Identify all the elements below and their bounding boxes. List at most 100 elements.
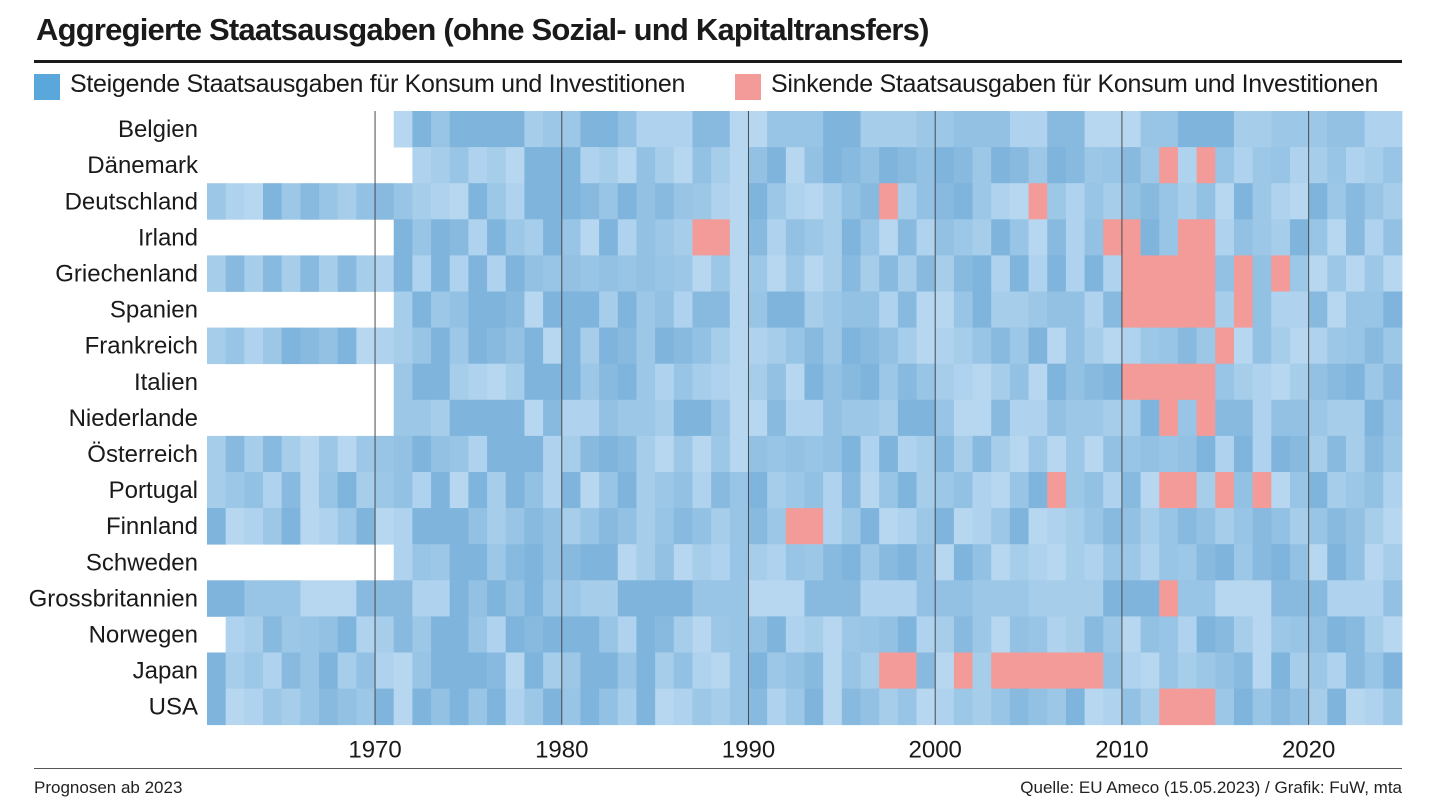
cell-dänemark-2010	[1121, 147, 1141, 184]
cell-finnland-2018	[1271, 508, 1291, 545]
cell-belgien-1984	[636, 111, 656, 148]
cell-italien-2002	[972, 363, 992, 401]
cell-portugal-1988	[711, 472, 731, 509]
cell-portugal-2018	[1271, 472, 1291, 509]
cell-finnland-1971	[393, 508, 413, 545]
cell-portugal-1976	[487, 472, 507, 509]
cell-spanien-2004	[1009, 291, 1029, 328]
cell-dänemark-1997	[879, 147, 899, 184]
cell-grossbritannien-1971	[393, 580, 413, 617]
cell-österreich-2015	[1215, 435, 1235, 473]
cell-portugal-2008	[1084, 472, 1104, 509]
cell-spanien-2024	[1383, 291, 1403, 328]
cell-deutschland-1987	[692, 183, 712, 220]
cell-grossbritannien-1995	[841, 580, 861, 617]
cell-norwegen-1997	[879, 616, 899, 653]
cell-grossbritannien-1983	[617, 580, 637, 617]
cell-portugal-1984	[636, 472, 656, 509]
cell-spanien-1996	[860, 291, 880, 328]
cell-deutschland-1985	[655, 183, 675, 220]
cell-niederlande-2012	[1159, 399, 1179, 437]
cell-spanien-1975	[468, 291, 488, 328]
cell-griechenland-1963	[244, 255, 264, 292]
cell-deutschland-2023	[1364, 183, 1384, 220]
cell-usa-2010	[1121, 688, 1141, 726]
cell-spanien-1973	[431, 291, 451, 328]
cell-grossbritannien-2010	[1121, 580, 1141, 617]
cell-niederlande-1987	[692, 399, 712, 437]
cell-griechenland-2020	[1308, 255, 1328, 292]
cell-österreich-2011	[1140, 435, 1160, 473]
cell-belgien-2022	[1345, 111, 1366, 148]
cell-deutschland-2008	[1084, 183, 1104, 220]
cell-frankreich-1988	[711, 327, 731, 365]
cell-italien-2019	[1289, 363, 1310, 401]
cell-japan-2018	[1271, 652, 1291, 689]
cell-griechenland-2003	[991, 255, 1011, 292]
cell-norwegen-2000	[935, 616, 955, 653]
cell-usa-1990	[748, 688, 768, 726]
cell-griechenland-1999	[916, 255, 936, 292]
cell-portugal-2023	[1364, 472, 1384, 509]
cell-belgien-2000	[935, 111, 955, 148]
cell-niederlande-2011	[1140, 399, 1160, 437]
cell-grossbritannien-1961	[207, 580, 227, 617]
cell-finnland-2019	[1289, 508, 1310, 545]
cell-irland-2007	[1065, 219, 1085, 256]
cell-finnland-1999	[916, 508, 936, 545]
cell-belgien-2011	[1140, 111, 1160, 148]
cell-dänemark-1988	[711, 147, 731, 184]
cell-belgien-1993	[804, 111, 824, 148]
cell-belgien-1991	[767, 111, 787, 148]
cell-belgien-1978	[524, 111, 544, 148]
cell-niederlande-2016	[1233, 399, 1254, 437]
cell-griechenland-1990	[748, 255, 768, 292]
cell-japan-2002	[972, 652, 992, 689]
cell-japan-1974	[449, 652, 469, 689]
cell-spanien-2011	[1140, 291, 1160, 328]
cell-frankreich-1966	[300, 327, 320, 365]
cell-deutschland-1976	[487, 183, 507, 220]
cell-norwegen-1972	[412, 616, 432, 653]
cell-österreich-2010	[1121, 435, 1141, 473]
cell-finnland-1993	[804, 508, 824, 545]
cell-grossbritannien-2019	[1289, 580, 1310, 617]
cell-belgien-1981	[580, 111, 600, 148]
cell-österreich-1997	[879, 435, 899, 473]
cell-italien-1995	[841, 363, 861, 401]
cell-italien-1979	[543, 363, 563, 401]
cell-spanien-2003	[991, 291, 1011, 328]
row-label: Irland	[138, 224, 198, 251]
cell-schweden-1974	[449, 544, 469, 581]
cell-grossbritannien-2023	[1364, 580, 1384, 617]
cell-frankreich-1996	[860, 327, 880, 365]
cell-deutschland-1967	[319, 183, 339, 220]
cell-italien-1992	[785, 363, 805, 401]
legend-label-falling: Sinkende Staatsausgaben für Konsum und I…	[771, 70, 1379, 98]
cell-portugal-2007	[1065, 472, 1085, 509]
cell-usa-2018	[1271, 688, 1291, 726]
cell-deutschland-1989	[729, 183, 749, 220]
cell-usa-1967	[319, 688, 339, 726]
cell-belgien-2024	[1383, 111, 1403, 148]
cell-belgien-1992	[785, 111, 805, 148]
cell-deutschland-1979	[543, 183, 563, 220]
cell-finnland-2021	[1327, 508, 1347, 545]
cell-dänemark-2004	[1009, 147, 1029, 184]
cell-deutschland-1971	[393, 183, 413, 220]
cell-niederlande-1972	[412, 399, 432, 437]
cell-japan-2005	[1028, 652, 1048, 689]
cell-schweden-1988	[711, 544, 731, 581]
cell-griechenland-1993	[804, 255, 824, 292]
cell-irland-1986	[673, 219, 693, 256]
cell-italien-2011	[1140, 363, 1160, 401]
cell-japan-1987	[692, 652, 712, 689]
cell-spanien-1990	[748, 291, 768, 328]
cell-frankreich-1975	[468, 327, 488, 365]
cell-italien-1973	[431, 363, 451, 401]
cell-österreich-1994	[823, 435, 843, 473]
cell-frankreich-1971	[393, 327, 413, 365]
cell-italien-2013	[1177, 363, 1198, 401]
cell-griechenland-1997	[879, 255, 899, 292]
cell-portugal-2022	[1345, 472, 1366, 509]
